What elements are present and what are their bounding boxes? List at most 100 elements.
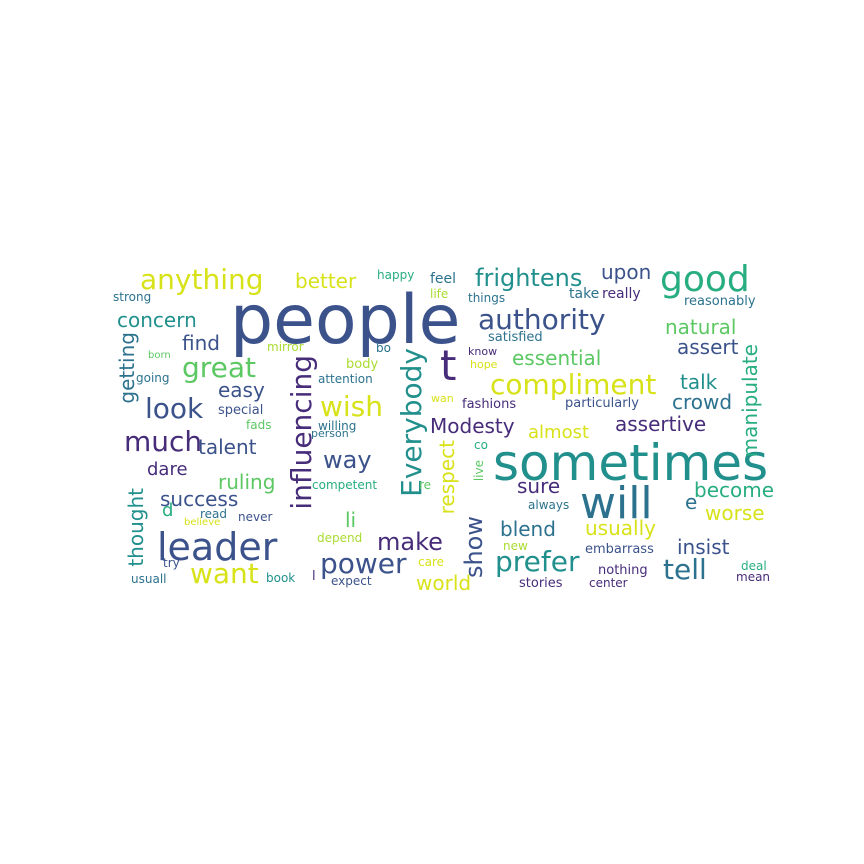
word-world: world	[416, 571, 472, 595]
word-look: look	[145, 392, 204, 425]
word-compliment: compliment	[490, 368, 657, 401]
word-blend: blend	[500, 517, 556, 541]
word-t: t	[440, 341, 457, 390]
word-depend: depend	[317, 531, 363, 545]
word-stories: stories	[519, 576, 563, 591]
word-nothing: nothing	[598, 563, 648, 578]
word-usuall: usuall	[131, 572, 167, 586]
word-power: power	[320, 547, 407, 580]
word-essential: essential	[512, 346, 602, 370]
word-really: really	[602, 286, 641, 302]
word-sure: sure	[517, 474, 561, 498]
word-upon: upon	[601, 260, 652, 284]
word-anything: anything	[140, 263, 264, 296]
word-d: d	[162, 500, 174, 521]
word-getting: getting	[115, 332, 139, 404]
word-show: show	[460, 516, 488, 579]
word-great: great	[182, 351, 257, 384]
word-good: good	[660, 259, 750, 300]
word-manipulate: manipulate	[738, 344, 762, 458]
word-way: way	[323, 446, 372, 474]
word-much: much	[124, 425, 203, 458]
word-respect: respect	[435, 440, 459, 515]
word-know: know	[468, 345, 498, 358]
word-find: find	[182, 331, 220, 355]
word-fads: fads	[246, 418, 272, 432]
word-usually: usually	[585, 516, 656, 540]
word-born: born	[148, 350, 171, 361]
word-easy: easy	[218, 378, 265, 402]
word-person: person	[311, 427, 349, 440]
word-happy: happy	[377, 268, 415, 282]
word-people: people	[230, 281, 461, 360]
word-make: make	[377, 528, 443, 556]
word-expect: expect	[331, 574, 372, 588]
word-try: try	[163, 556, 180, 570]
word-reasonably: reasonably	[684, 294, 756, 309]
word-ruling: ruling	[218, 470, 276, 494]
word-talk: talk	[680, 370, 718, 394]
word-modesty: Modesty	[430, 414, 515, 438]
word-insist: insist	[677, 535, 730, 559]
word-never: never	[238, 510, 273, 524]
word-crowd: crowd	[672, 390, 733, 414]
word-l: l	[312, 569, 316, 584]
word-sometimes: sometimes	[493, 434, 769, 492]
word-hope: hope	[470, 358, 498, 371]
word-care: care	[418, 555, 445, 569]
word-want: want	[190, 557, 259, 590]
word-li: li	[345, 508, 357, 532]
word-going: going	[136, 371, 170, 385]
word-strong: strong	[113, 290, 152, 304]
word-particularly: particularly	[565, 396, 639, 411]
word-assertive: assertive	[615, 412, 707, 436]
word-competent: competent	[312, 478, 378, 492]
word-believe: believe	[184, 517, 221, 528]
word-life: life	[430, 287, 449, 301]
word-embarrass: embarrass	[585, 542, 654, 557]
word-dare: dare	[147, 459, 188, 480]
word-e: e	[685, 490, 698, 514]
word-frightens: frightens	[475, 264, 583, 292]
word-leader: leader	[157, 525, 278, 569]
word-natural: natural	[665, 315, 737, 339]
word-wish: wish	[320, 390, 384, 423]
word-worse: worse	[705, 501, 765, 525]
word-wan: wan	[431, 392, 454, 405]
word-center: center	[589, 576, 628, 590]
word-assert: assert	[677, 335, 739, 359]
word-read: read	[200, 507, 228, 521]
word-book: book	[266, 571, 296, 585]
word-mirror: mirror	[267, 340, 304, 354]
word-bo: bo	[376, 341, 391, 355]
word-prefer: prefer	[495, 545, 580, 578]
word-attention: attention	[318, 372, 373, 386]
word-satisfied: satisfied	[488, 330, 543, 345]
word-take: take	[569, 286, 600, 302]
word-everybody: Everybody	[395, 348, 428, 497]
word-fashions: fashions	[462, 397, 517, 412]
word-feel: feel	[430, 271, 457, 287]
word-new: new	[503, 539, 528, 553]
word-talent: talent	[198, 435, 257, 459]
word-will: will	[580, 478, 653, 529]
word-co: co	[474, 438, 488, 452]
word-re: re	[419, 478, 432, 492]
word-thought: thought	[124, 488, 148, 567]
word-mean: mean	[736, 570, 771, 584]
word-tell: tell	[663, 553, 707, 586]
word-willing: willing	[318, 419, 357, 433]
word-authority: authority	[478, 303, 606, 336]
word-almost: almost	[528, 422, 590, 443]
word-always: always	[528, 498, 570, 512]
word-body: body	[346, 357, 379, 372]
word-success: success	[160, 487, 239, 511]
word-live: live	[472, 460, 486, 482]
word-better: better	[295, 269, 357, 293]
word-become: become	[694, 478, 775, 502]
word-special: special	[218, 403, 264, 418]
word-concern: concern	[117, 308, 197, 332]
word-deal: deal	[741, 559, 767, 573]
word-things: things	[468, 291, 506, 305]
